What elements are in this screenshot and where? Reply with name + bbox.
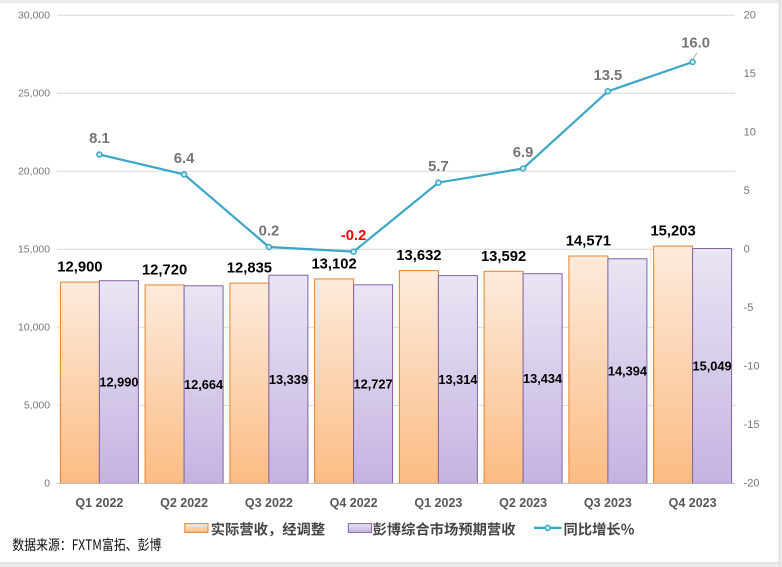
- svg-text:13,434: 13,434: [523, 371, 563, 386]
- svg-text:10: 10: [744, 127, 756, 139]
- svg-text:5: 5: [744, 185, 750, 197]
- svg-text:13,339: 13,339: [269, 372, 308, 387]
- svg-text:12,990: 12,990: [99, 375, 138, 390]
- svg-text:20,000: 20,000: [18, 166, 50, 178]
- svg-text:10,000: 10,000: [18, 322, 50, 334]
- svg-text:-5: -5: [744, 302, 754, 314]
- svg-text:Q3 2022: Q3 2022: [245, 496, 293, 510]
- svg-text:Q4 2023: Q4 2023: [669, 496, 717, 510]
- svg-text:12,900: 12,900: [57, 260, 102, 276]
- svg-text:Q4 2022: Q4 2022: [330, 496, 378, 510]
- svg-text:8.1: 8.1: [89, 131, 110, 147]
- svg-text:6.9: 6.9: [513, 145, 534, 161]
- svg-text:30,000: 30,000: [18, 10, 50, 22]
- svg-text:15,049: 15,049: [693, 359, 732, 374]
- svg-text:Q2 2022: Q2 2022: [160, 496, 208, 510]
- svg-text:-15: -15: [744, 419, 760, 431]
- svg-text:Q1 2022: Q1 2022: [75, 496, 123, 510]
- svg-text:Q2 2023: Q2 2023: [499, 496, 547, 510]
- svg-text:Q1 2023: Q1 2023: [414, 496, 462, 510]
- svg-text:15,203: 15,203: [650, 224, 695, 240]
- svg-text:13,102: 13,102: [311, 257, 356, 273]
- svg-text:0: 0: [44, 478, 50, 490]
- svg-text:5.7: 5.7: [428, 159, 449, 175]
- svg-text:14,571: 14,571: [566, 234, 611, 250]
- svg-text:12,835: 12,835: [227, 261, 272, 277]
- svg-text:12,727: 12,727: [354, 377, 393, 392]
- svg-text:-20: -20: [744, 478, 760, 490]
- svg-text:6.4: 6.4: [174, 151, 195, 167]
- svg-text:15,000: 15,000: [18, 244, 50, 256]
- svg-text:12,720: 12,720: [142, 263, 187, 279]
- svg-text:16.0: 16.0: [681, 36, 710, 52]
- svg-text:5,000: 5,000: [24, 400, 50, 412]
- svg-text:13,314: 13,314: [438, 372, 478, 387]
- svg-text:15: 15: [744, 68, 756, 80]
- svg-text:-0.2: -0.2: [341, 228, 367, 244]
- svg-text:14,394: 14,394: [608, 364, 648, 379]
- svg-text:13,592: 13,592: [481, 249, 526, 265]
- svg-text:13.5: 13.5: [593, 68, 622, 84]
- svg-text:20: 20: [744, 10, 756, 22]
- svg-text:0.2: 0.2: [259, 224, 280, 240]
- svg-text:0: 0: [744, 244, 750, 256]
- svg-text:12,664: 12,664: [184, 377, 224, 392]
- svg-text:Q3 2023: Q3 2023: [584, 496, 632, 510]
- svg-text:-10: -10: [744, 361, 760, 373]
- svg-text:13,632: 13,632: [396, 248, 441, 264]
- svg-text:25,000: 25,000: [18, 88, 50, 100]
